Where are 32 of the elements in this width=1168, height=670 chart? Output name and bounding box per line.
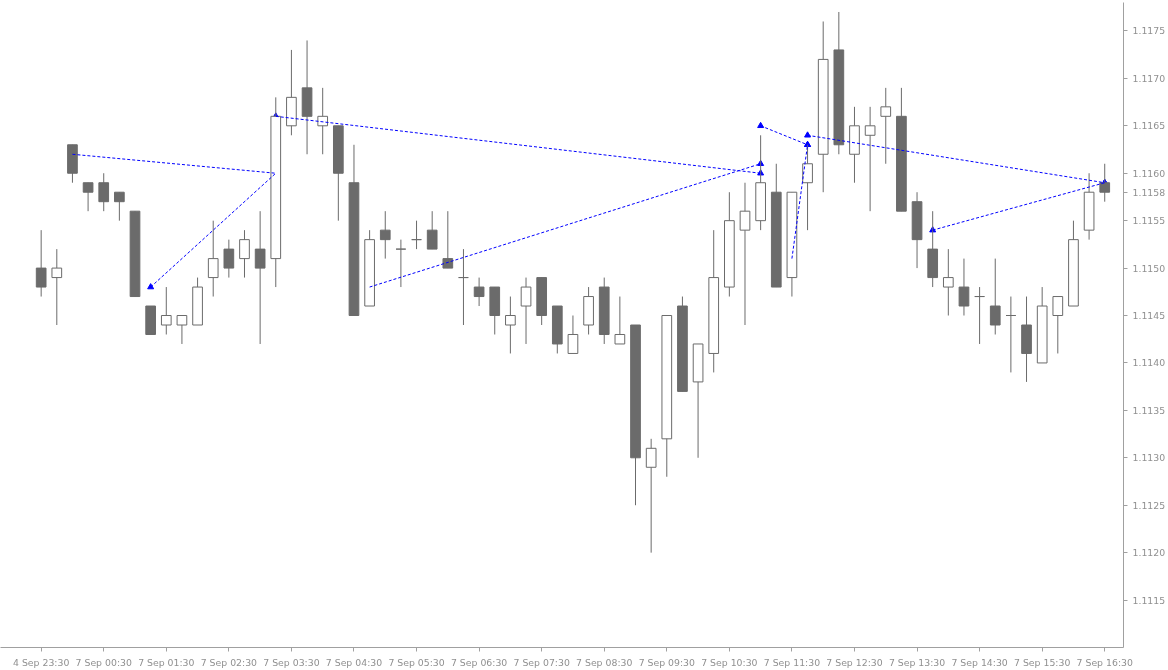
- y-tick-label: 1.1135: [1132, 404, 1166, 416]
- x-tick-label: 7 Sep 14:30: [951, 656, 1008, 668]
- x-tick-label: 7 Sep 13:30: [888, 656, 946, 668]
- x-tick-label: 7 Sep 07:30: [513, 656, 570, 668]
- y-tick-label: 1.1155: [1132, 215, 1166, 227]
- y-tick-label: 1.1115: [1132, 594, 1166, 606]
- x-tick-label: 7 Sep 03:30: [263, 656, 320, 668]
- x-tick-label: 7 Sep 05:30: [388, 656, 445, 668]
- x-tick-label: 7 Sep 00:30: [75, 656, 132, 668]
- x-tick-label: 7 Sep 06:30: [450, 656, 508, 668]
- x-tick-label: 4 Sep 23:30: [13, 656, 70, 668]
- y-tick-label: 1.1120: [1132, 547, 1166, 559]
- x-tick-label: 7 Sep 01:30: [138, 656, 195, 668]
- y-tick-label: 1.1145: [1132, 310, 1166, 322]
- y-tick-label: 1.1165: [1132, 120, 1166, 132]
- y-tick-label: 1.1160: [1132, 167, 1166, 179]
- x-tick-label: 7 Sep 08:30: [576, 656, 633, 668]
- y-tick-label: 1.1150: [1132, 262, 1166, 274]
- x-tick-label: 7 Sep 04:30: [325, 656, 383, 668]
- x-tick-label: 7 Sep 02:30: [200, 656, 258, 668]
- y-tick-label: 1.1125: [1132, 499, 1166, 511]
- y-tick-label: 1.1130: [1132, 452, 1166, 464]
- y-tick-label: 1.1175: [1132, 25, 1166, 37]
- x-tick-label: 7 Sep 12:30: [826, 656, 883, 668]
- x-tick-label: 7 Sep 11:30: [763, 656, 821, 668]
- y-tick-label: 1.1158: [1132, 186, 1166, 198]
- y-tick-label: 1.1170: [1132, 72, 1166, 84]
- x-tick-label: 7 Sep 15:30: [1014, 656, 1071, 668]
- x-tick-label: 7 Sep 09:30: [638, 656, 696, 668]
- y-tick-label: 1.1140: [1132, 357, 1166, 369]
- x-tick-label: 7 Sep 10:30: [701, 656, 758, 668]
- x-tick-label: 7 Sep 16:30: [1076, 656, 1133, 668]
